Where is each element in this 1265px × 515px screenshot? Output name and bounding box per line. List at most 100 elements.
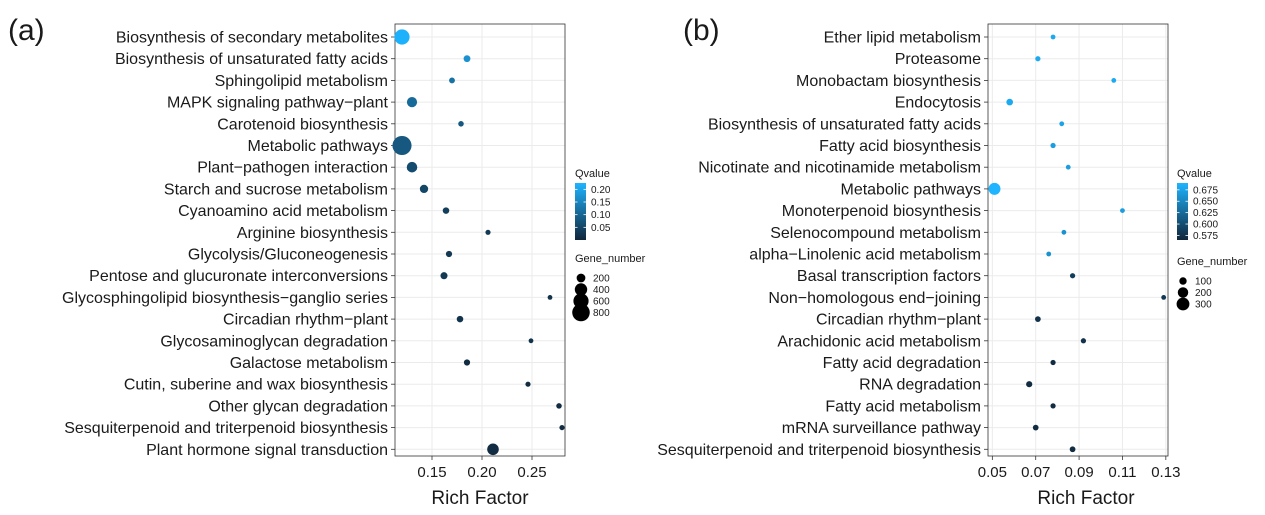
size-legend-label: 100 [1195,277,1212,288]
data-point[interactable] [1046,251,1052,257]
data-point[interactable] [1050,34,1056,40]
size-legend-label: 200 [1195,288,1212,299]
data-point[interactable] [1061,229,1067,235]
category-label: Biosynthesis of unsaturated fatty acids [708,116,981,133]
points [392,29,565,456]
size-legend-dot [576,273,586,283]
category-label: Other glycan degradation [208,398,388,415]
size-legend-label: 400 [593,285,610,296]
plot-border [987,23,1169,457]
data-point[interactable] [1035,56,1041,62]
category-label: alpha−Linolenic acid metabolism [749,247,981,264]
category-label: Plant−pathogen interaction [197,160,388,177]
data-point[interactable] [485,229,491,235]
data-point[interactable] [1069,446,1076,453]
data-point[interactable] [1006,98,1013,106]
category-label: Glycosphingolipid biosynthesis−ganglio s… [62,290,388,307]
category-label: Glycolysis/Gluconeogenesis [188,247,388,264]
size-legend-dot [574,283,588,296]
category-label: Ether lipid metabolism [824,30,981,47]
x-tick-label: 0.15 [417,464,446,481]
qvalue-colorbar [575,183,586,240]
category-label: Sesquiterpenoid and triterpenoid biosynt… [657,442,981,459]
data-point[interactable] [442,207,450,214]
data-point[interactable] [449,77,455,84]
data-point[interactable] [559,425,565,431]
x-tick-label: 0.07 [1021,464,1050,481]
gene-number-legend-title: Gene_number [575,253,646,265]
category-label: Basal transcription factors [797,268,981,285]
gridlines [988,24,1168,456]
data-point[interactable] [440,272,448,280]
x-tick-label: 0.25 [517,464,546,481]
x-tick-label: 0.20 [467,464,496,481]
panel-a: (a) Biosynthesis of secondary metabolites… [8,14,646,509]
data-point[interactable] [1032,424,1039,431]
data-point[interactable] [1050,403,1056,409]
category-label: Glycosaminoglycan degradation [160,333,388,350]
data-point[interactable] [458,121,464,127]
size-legend-dot [1176,297,1190,311]
data-point[interactable] [456,315,464,323]
points [988,34,1167,453]
category-label: Pentose and glucuronate interconversions [89,268,388,285]
category-label: Sphingolipid metabolism [215,73,388,90]
data-point[interactable] [547,295,553,300]
gridlines [395,24,565,456]
data-point[interactable] [392,135,412,156]
category-label: Metabolic pathways [840,181,981,198]
category-label: Biosynthesis of unsaturated fatty acids [115,51,388,68]
data-point[interactable] [1026,381,1033,388]
qvalue-tick-label: 0.05 [591,223,611,234]
data-point[interactable] [988,182,1001,195]
data-point[interactable] [406,161,418,173]
data-point[interactable] [406,97,418,108]
x-tick-label: 0.13 [1151,464,1180,481]
category-label: Circadian rhythm−plant [223,312,389,329]
category-label: Nicotinate and nicotinamide metabolism [698,160,981,177]
data-point[interactable] [487,443,499,456]
panel-b: (b) Ether lipid metabolism Proteasome Monob… [657,14,1247,509]
data-point[interactable] [394,29,410,45]
category-label: mRNA surveillance pathway [782,420,981,437]
data-point[interactable] [463,55,471,63]
data-point[interactable] [1069,273,1076,279]
category-label: Monobactam biosynthesis [796,73,981,90]
gene-number-legend-title: Gene_number [1177,256,1248,268]
qvalue-colorbar [1177,183,1188,240]
x-tick-label: 0.09 [1064,464,1093,481]
data-point[interactable] [445,250,453,258]
data-point[interactable] [528,338,534,344]
data-point[interactable] [1050,142,1056,149]
category-label: MAPK signaling pathway−plant [167,95,389,112]
category-label: Cyanoamino acid metabolism [178,203,388,220]
data-point[interactable] [1050,359,1056,366]
data-point[interactable] [1059,121,1065,127]
qvalue-tick-label: 0.10 [591,210,611,221]
data-point[interactable] [1035,316,1041,322]
size-legend-label: 600 [593,297,610,308]
data-point[interactable] [419,184,429,194]
data-point[interactable] [1161,295,1167,300]
data-point[interactable] [1120,208,1125,214]
qvalue-tick-label: 0.650 [1193,197,1218,208]
plot-area [395,24,565,456]
category-label: Fatty acid metabolism [825,398,981,415]
data-point[interactable] [1111,78,1117,83]
data-point[interactable] [463,359,471,366]
size-legend-label: 200 [593,274,610,285]
size-legend-dot [1179,277,1187,285]
x-axis-title: Rich Factor [431,488,529,509]
x-tick-label: 0.05 [978,464,1007,481]
data-point[interactable] [525,381,531,387]
data-point[interactable] [1080,338,1087,344]
data-point[interactable] [1065,164,1071,170]
category-label: Galactose metabolism [230,355,388,372]
data-point[interactable] [556,403,562,409]
category-label: Endocytosis [895,95,981,112]
qvalue-tick-label: 0.625 [1193,208,1218,219]
category-label: Monoterpenoid biosynthesis [782,203,981,220]
qvalue-tick-label: 0.15 [591,198,611,209]
size-legend-label: 800 [593,308,610,319]
category-label: RNA degradation [859,377,981,394]
